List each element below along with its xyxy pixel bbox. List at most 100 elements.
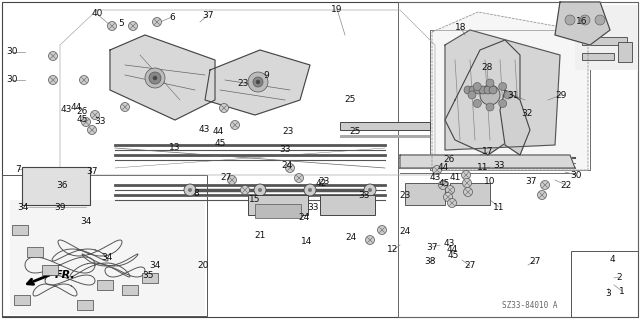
Text: 21: 21 bbox=[254, 232, 266, 241]
Text: 17: 17 bbox=[483, 147, 493, 157]
Circle shape bbox=[463, 179, 472, 188]
Text: 45: 45 bbox=[76, 115, 88, 123]
Circle shape bbox=[364, 184, 376, 196]
Text: 37: 37 bbox=[525, 177, 537, 187]
Circle shape bbox=[565, 15, 575, 25]
Circle shape bbox=[365, 235, 374, 244]
Circle shape bbox=[479, 86, 487, 94]
Circle shape bbox=[433, 166, 442, 174]
Text: 27: 27 bbox=[529, 256, 541, 265]
Text: 33: 33 bbox=[307, 203, 319, 211]
Text: 37: 37 bbox=[202, 11, 214, 19]
Text: 11: 11 bbox=[477, 162, 489, 172]
Text: 43: 43 bbox=[198, 125, 210, 135]
Circle shape bbox=[248, 72, 268, 92]
Circle shape bbox=[120, 102, 129, 112]
Circle shape bbox=[461, 170, 470, 180]
Bar bbox=[255, 204, 301, 218]
Text: 32: 32 bbox=[522, 108, 532, 117]
Circle shape bbox=[149, 72, 161, 84]
Bar bbox=[450, 183, 490, 205]
Text: 24: 24 bbox=[298, 213, 310, 222]
Text: 1: 1 bbox=[619, 286, 625, 295]
Text: 33: 33 bbox=[358, 190, 370, 199]
Polygon shape bbox=[555, 2, 610, 45]
Text: 23: 23 bbox=[237, 78, 249, 87]
Bar bbox=[12, 225, 28, 235]
Text: 4: 4 bbox=[609, 255, 615, 263]
Circle shape bbox=[285, 164, 294, 173]
Text: 26: 26 bbox=[444, 155, 454, 165]
Text: 15: 15 bbox=[249, 196, 260, 204]
Circle shape bbox=[49, 76, 58, 85]
Text: 6: 6 bbox=[169, 12, 175, 21]
Text: 16: 16 bbox=[576, 18, 588, 26]
Text: 7: 7 bbox=[15, 165, 21, 174]
Text: 34: 34 bbox=[80, 217, 92, 226]
Text: 14: 14 bbox=[301, 236, 313, 246]
Text: 30: 30 bbox=[6, 48, 18, 56]
Circle shape bbox=[378, 226, 387, 234]
Circle shape bbox=[90, 110, 99, 120]
Bar bbox=[142, 273, 158, 283]
Circle shape bbox=[595, 15, 605, 25]
Bar bbox=[42, 265, 58, 275]
Text: 31: 31 bbox=[508, 91, 519, 100]
Text: 34: 34 bbox=[149, 261, 161, 270]
Text: 45: 45 bbox=[447, 250, 459, 259]
Circle shape bbox=[241, 186, 250, 195]
Polygon shape bbox=[205, 50, 310, 115]
Circle shape bbox=[469, 86, 477, 94]
Bar bbox=[575, 5, 637, 70]
Text: 23: 23 bbox=[399, 190, 411, 199]
Circle shape bbox=[253, 77, 263, 87]
Circle shape bbox=[308, 188, 312, 192]
Bar bbox=[430, 30, 590, 170]
Circle shape bbox=[294, 174, 303, 182]
Circle shape bbox=[79, 76, 88, 85]
Polygon shape bbox=[110, 35, 215, 120]
Bar bbox=[10, 200, 205, 315]
Bar bbox=[405, 183, 445, 205]
Bar bbox=[618, 42, 632, 62]
Text: 44: 44 bbox=[70, 102, 82, 112]
Circle shape bbox=[368, 188, 372, 192]
Polygon shape bbox=[445, 40, 520, 155]
Polygon shape bbox=[432, 12, 588, 170]
Text: 38: 38 bbox=[424, 257, 436, 266]
Circle shape bbox=[184, 184, 196, 196]
Text: 40: 40 bbox=[92, 10, 102, 19]
Circle shape bbox=[464, 86, 472, 94]
Text: 44: 44 bbox=[437, 164, 449, 173]
Text: 23: 23 bbox=[318, 177, 330, 187]
Text: 23: 23 bbox=[282, 127, 294, 136]
Circle shape bbox=[473, 83, 481, 91]
Text: 34: 34 bbox=[101, 253, 113, 262]
Circle shape bbox=[145, 68, 165, 88]
Bar bbox=[248, 195, 308, 215]
Bar bbox=[398, 2, 638, 317]
Text: 25: 25 bbox=[344, 95, 356, 105]
Text: 45: 45 bbox=[438, 179, 450, 188]
Text: 43: 43 bbox=[60, 106, 72, 115]
Circle shape bbox=[474, 86, 482, 94]
Circle shape bbox=[88, 125, 97, 135]
Circle shape bbox=[153, 76, 157, 80]
Text: 20: 20 bbox=[197, 261, 209, 270]
Bar bbox=[27, 247, 43, 257]
Bar bbox=[571, 251, 638, 317]
Text: FR.: FR. bbox=[55, 270, 76, 280]
Text: 24: 24 bbox=[282, 160, 292, 169]
Polygon shape bbox=[500, 90, 530, 155]
Text: 36: 36 bbox=[56, 181, 68, 189]
Text: 44: 44 bbox=[212, 127, 223, 136]
Circle shape bbox=[504, 91, 512, 99]
Circle shape bbox=[227, 175, 237, 184]
Circle shape bbox=[486, 79, 494, 87]
Circle shape bbox=[486, 103, 494, 111]
Circle shape bbox=[580, 15, 590, 25]
Text: 27: 27 bbox=[464, 262, 476, 271]
Text: 37: 37 bbox=[86, 167, 98, 176]
Circle shape bbox=[49, 51, 58, 61]
Text: 39: 39 bbox=[54, 203, 66, 211]
